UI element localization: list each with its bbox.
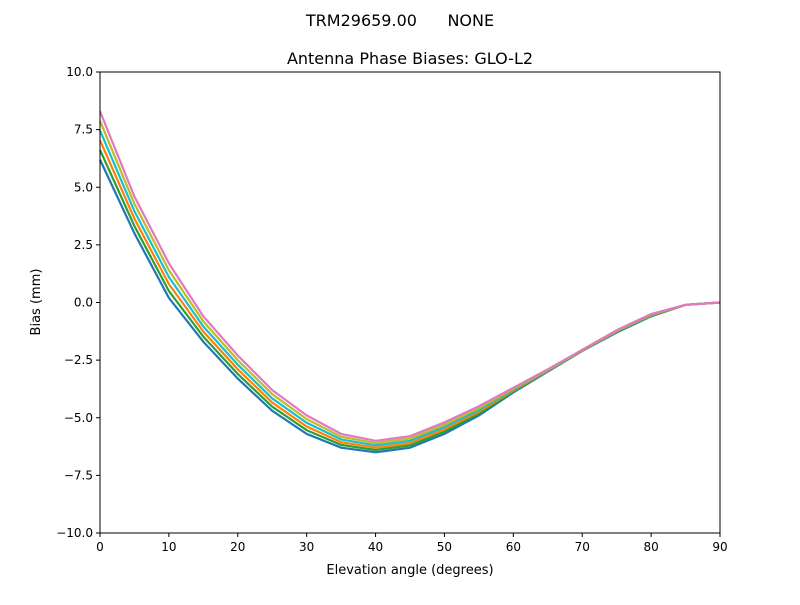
x-tick-label: 70 [575,540,590,554]
x-tick-label: 50 [437,540,452,554]
y-tick-label: −5.0 [64,411,93,425]
axes-frame [99,71,721,534]
series-line-3 [98,130,721,447]
x-tick-label: 60 [506,540,521,554]
y-tick-label: 0.0 [74,296,93,310]
x-tick-label: 30 [299,540,314,554]
y-tick-label: −10.0 [56,526,93,540]
y-tick-label: −2.5 [64,353,93,367]
series-line-2 [98,139,721,449]
x-tick-label: 90 [712,540,727,554]
x-tick-label: 0 [96,540,104,554]
chart-title: Antenna Phase Biases: GLO-L2 [287,49,533,68]
y-tick-label: 5.0 [74,180,93,194]
x-axis-label: Elevation angle (degrees) [326,563,493,578]
chart-suptitle: TRM29659.00 NONE [305,11,494,30]
x-tick-label: 40 [368,540,383,554]
x-tick-label: 20 [230,540,245,554]
series-line-5 [98,110,721,442]
y-tick-label: 2.5 [74,238,93,252]
y-axis-label: Bias (mm) [29,269,44,336]
x-tick-label: 80 [643,540,658,554]
series-line-4 [98,120,721,445]
x-tick-label: 10 [161,540,176,554]
y-tick-label: 10.0 [66,65,93,79]
y-tick-label: 7.5 [74,123,93,137]
y-tick-label: −7.5 [64,468,93,482]
